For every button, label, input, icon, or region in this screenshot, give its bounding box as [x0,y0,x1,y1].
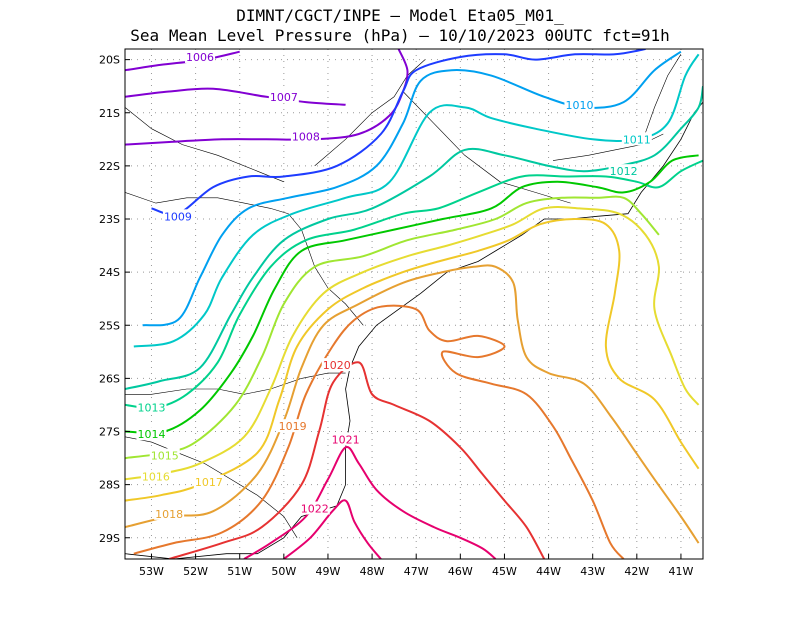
state-border [640,54,682,145]
lon-tick-label: 46W [448,565,473,578]
isobar-label: 1020 [323,359,351,372]
isobar-label-background [608,164,639,178]
lat-tick-label: 28S [99,479,120,492]
isobar-label-background [185,49,216,63]
isobar-label: 1022 [301,503,329,516]
lon-tick-label: 51W [227,565,252,578]
isobar-1018 [125,264,700,544]
isobar-1021 [243,446,497,559]
lon-tick-label: 52W [183,565,208,578]
coastline [125,101,703,559]
isobar-label-background [136,427,167,441]
isobar-label: 1008 [292,131,320,144]
lon-tick-label: 41W [669,565,694,578]
isobar-label-background [330,432,361,446]
lat-tick-label: 26S [99,372,120,385]
state-border [125,372,346,395]
lat-tick-label: 22S [99,160,120,173]
isobar-1012 [125,86,703,390]
lat-tick-label: 21S [99,107,120,120]
isobar-label: 1019 [279,420,307,433]
isobar-label: 1007 [270,91,298,104]
isobar-label-background [149,448,180,462]
isobar-label-background [162,209,193,223]
isobar-1013 [125,159,703,410]
isobar-label: 1017 [195,476,223,489]
isobar-label: 1018 [155,508,183,521]
isobar-label: 1009 [164,210,192,223]
isobar-1017 [125,218,700,502]
isobar-label-background [136,400,167,414]
isobar-label: 1006 [186,51,214,64]
isobar-label-background [299,501,330,515]
isobar-label-background [154,506,185,520]
isobar-label: 1013 [137,402,165,415]
isobar-label-background [621,132,652,146]
map-frame [124,48,704,560]
isobar-1019 [133,304,625,559]
isobar-label: 1016 [142,471,170,484]
isobar-1016 [125,205,700,481]
lat-tick-label: 20S [99,54,120,67]
isobar-label: 1014 [137,428,165,441]
isobar-1022 [283,499,382,559]
lat-tick-label: 24S [99,266,120,279]
axis-ticks: 53W 52W 51W 50W 49W 48W 47W 46W 45W 44W 43W 42W 41W 2… [99,54,693,578]
isobar-label-background [564,97,595,111]
state-border [125,107,284,183]
isobar-label: 1015 [151,449,179,462]
isobar-label-background [140,469,171,483]
state-border [125,192,364,326]
isobar-1015 [125,195,660,460]
isobar-label-background [321,358,352,372]
lat-tick-label: 25S [99,319,120,332]
isobar-1007 [125,87,346,106]
lon-tick-label: 49W [316,565,341,578]
lon-tick-label: 45W [492,565,517,578]
isobar-label: 1011 [623,133,651,146]
state-border [314,59,426,167]
lon-tick-label: 44W [536,565,561,578]
isobar-layer: 1006 1007 1008 1009 1010 1011 1012 1013 1014 1015… [125,49,703,559]
lon-tick-label: 42W [624,565,649,578]
lon-tick-label: 47W [404,565,429,578]
isobar-1006 [125,50,240,72]
lat-tick-label: 23S [99,213,120,226]
isobar-label-background [268,89,299,103]
state-border [402,91,571,204]
lat-tick-label: 27S [99,426,120,439]
isobar-1010 [142,50,682,327]
isobar-label: 1010 [565,99,593,112]
lon-tick-label: 48W [360,565,385,578]
chart-title-line-2: Sea Mean Level Pressure (hPa) – 10/10/20… [130,26,670,45]
isobar-label-background [193,474,224,488]
lon-tick-label: 50W [271,565,296,578]
isobar-label-background [290,129,321,143]
isobar-label: 1012 [610,165,638,178]
isobar-1014 [125,154,699,435]
lat-tick-label: 29S [99,532,120,545]
isobar-label: 1021 [332,433,360,446]
chart-title-line-1: DIMNT/CGCT/INPE – Model Eta05_M01_ [236,6,564,25]
isobar-1009 [151,49,646,216]
isobar-label-background [277,419,308,433]
isobar-1020 [168,361,546,559]
lon-tick-label: 43W [580,565,605,578]
lon-tick-label: 53W [139,565,164,578]
